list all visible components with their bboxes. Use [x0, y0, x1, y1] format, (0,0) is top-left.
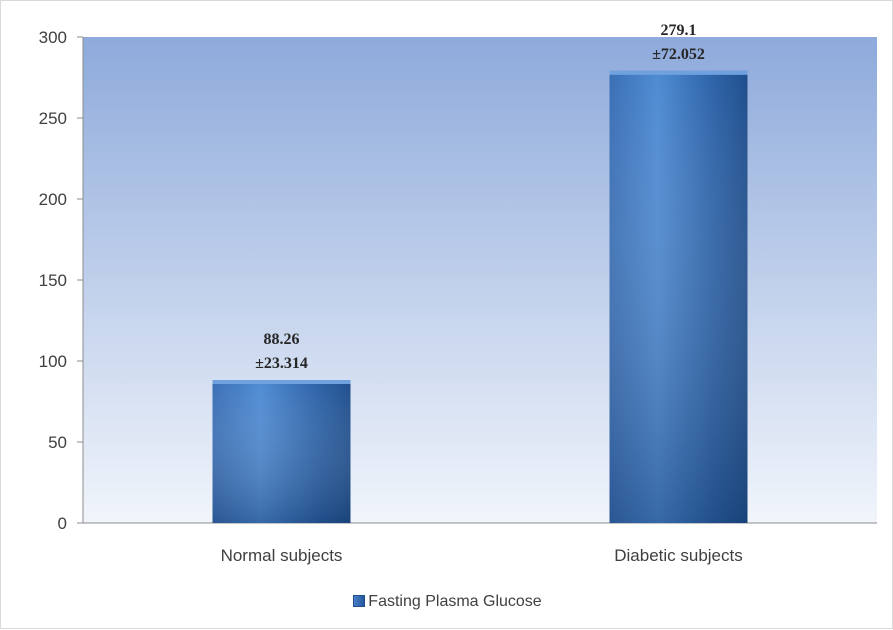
y-tick-label: 250 — [39, 109, 67, 128]
plot-area — [83, 37, 877, 523]
y-tick-label: 200 — [39, 190, 67, 209]
bar-top — [609, 70, 748, 75]
data-label-error: ±23.314 — [255, 355, 308, 372]
x-tick-label: Diabetic subjects — [614, 546, 743, 565]
data-label-value: 88.26 — [264, 331, 300, 348]
bar — [609, 70, 748, 523]
bars — [212, 70, 748, 523]
x-tick-label: Normal subjects — [221, 546, 343, 565]
y-tick-label: 150 — [39, 271, 67, 290]
data-label-value: 279.1 — [661, 22, 697, 39]
legend-swatch — [353, 594, 366, 607]
bar-shade — [212, 380, 351, 523]
x-axis-tick-labels: Normal subjects Diabetic subjects — [221, 546, 743, 565]
y-tick-label: 50 — [48, 433, 67, 452]
y-axis-ticks: 0 50 100 150 200 250 300 — [39, 28, 83, 533]
bar — [212, 380, 351, 523]
data-labels: 88.26 ±23.314 279.1 ±72.052 — [255, 22, 705, 372]
legend: Fasting Plasma Glucose — [1, 593, 893, 611]
data-label-error: ±72.052 — [652, 46, 705, 63]
bar-top — [212, 380, 351, 385]
bar-shade — [609, 70, 748, 523]
y-tick-label: 0 — [58, 514, 67, 533]
legend-label: Fasting Plasma Glucose — [368, 593, 542, 610]
y-tick-label: 100 — [39, 352, 67, 371]
y-tick-label: 300 — [39, 28, 67, 47]
